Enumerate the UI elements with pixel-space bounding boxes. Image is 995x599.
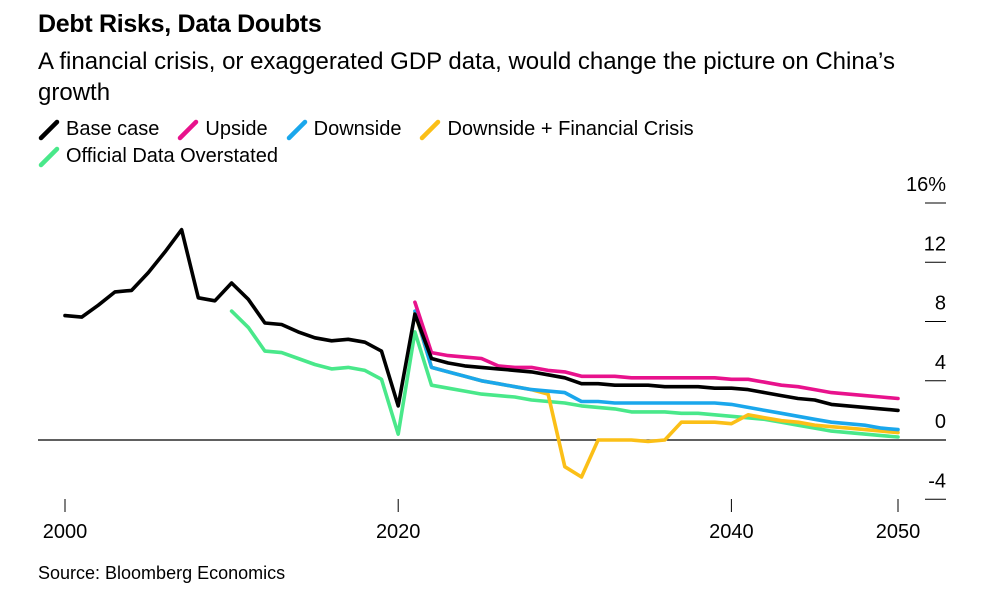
legend-swatch — [420, 119, 441, 140]
y-tick-label: 12 — [924, 233, 946, 255]
y-tick-label: -4 — [928, 470, 946, 492]
legend-row: Official Data Overstated — [38, 143, 938, 170]
legend-item: Downside — [286, 118, 402, 141]
legend-label: Upside — [205, 118, 268, 140]
legend-swatch — [38, 119, 60, 140]
legend-label: Downside + Financial Crisis — [447, 118, 694, 140]
series-line-downside — [413, 309, 900, 432]
legend-label: Downside — [313, 118, 402, 140]
legend-item: Official Data Overstated — [38, 145, 278, 168]
legend-label: Base case — [66, 118, 160, 140]
y-tick-label: 8 — [935, 293, 946, 315]
series-line-base-case — [63, 227, 900, 413]
legend-label: Official Data Overstated — [66, 145, 278, 167]
x-tick-label: 2050 — [876, 521, 921, 543]
chart-subtitle: A financial crisis, or exaggerated GDP d… — [38, 48, 895, 106]
legend-swatch — [178, 119, 199, 140]
y-tick-label: 4 — [935, 352, 946, 374]
legend-item: Upside — [177, 118, 268, 141]
legend-swatch — [38, 146, 60, 167]
chart-source: Source: Bloomberg Economics — [38, 563, 286, 583]
chart-title: Debt Risks, Data Doubts — [38, 10, 322, 38]
y-tick-label: 0 — [935, 411, 946, 433]
series-line-upside — [413, 300, 900, 401]
chart-legend: Base case Upside Downside Downside + Financ… — [38, 116, 938, 170]
x-tick-label: 2040 — [709, 521, 754, 543]
legend-swatch — [286, 119, 307, 140]
legend-item: Downside + Financial Crisis — [419, 118, 694, 141]
legend-item: Base case — [38, 118, 159, 141]
x-tick-label: 2020 — [376, 521, 421, 543]
series-line-official-data-overstated — [229, 309, 900, 439]
legend-row: Base case Upside Downside Downside + Financ… — [38, 116, 938, 143]
x-tick-label: 2000 — [43, 521, 88, 543]
y-tick-label: 16% — [906, 174, 946, 196]
